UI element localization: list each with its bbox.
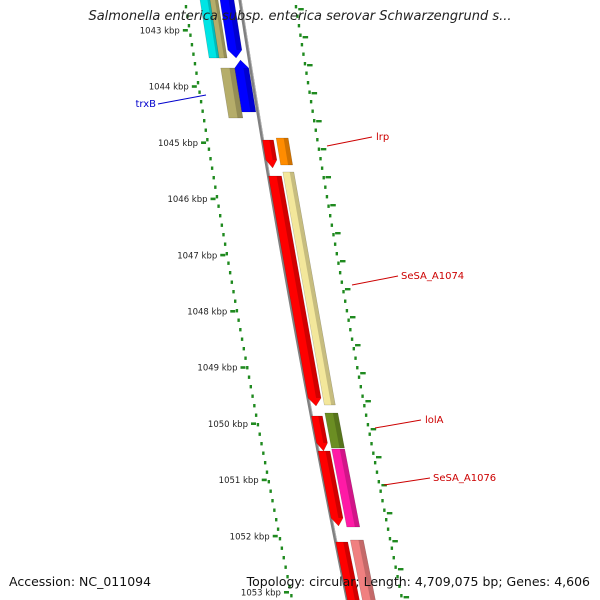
feature-khaki-top [209,0,228,59]
gene-leader-line [374,419,422,429]
feature-blue-top-body [219,0,243,59]
kbp-labels: 1043 kbp 1044 kbp 1045 kbp 1046 kbp 1047 kbp… [140,27,289,599]
kbp-tick-mark [250,422,256,425]
kbp-tick-label: 1053 kbp [241,589,281,599]
feature-khaki-trxb-shade [229,68,243,118]
gene-name-text: lolA [425,415,444,426]
feature-red-lola-body [311,415,328,452]
feature-blue-top [219,0,243,59]
kbp-tick-label: 1045 kbp [158,139,198,149]
kbp-tick-label: 1048 kbp [187,308,227,318]
kbp-tick-label: 1043 kbp [140,27,180,37]
feature-red-sesa1076-body [317,450,344,527]
feature-salmon-bottom [350,539,376,600]
feature-yellow-sesa1074 [282,171,336,406]
kbp-tick-label: 1050 kbp [208,420,248,430]
kbp-tick-mark [240,366,246,369]
feature-tracks [192,0,400,600]
feature-blue-trxb-body [234,59,257,113]
kbp-tick-label: 1052 kbp [230,532,270,542]
kbp-tick-label: 1047 kbp [177,251,217,261]
feature-red-lola [311,415,328,452]
feature-olive-lola [324,412,345,449]
feature-khaki-top-shade [214,0,228,58]
feature-red-long [268,175,322,407]
feature-khaki-trxb-body [220,67,244,119]
feature-blue-top-shade [228,0,242,50]
tick-track-right [294,5,403,598]
feature-olive-lola-body [324,412,345,449]
kbp-tick-label: 1044 kbp [149,83,189,93]
tick-track-left [184,5,293,598]
feature-orange-lrp [275,137,293,166]
feature-blue-trxb [234,59,257,113]
feature-yellow-sesa1074-shade [289,172,336,405]
feature-red-long-shade [276,176,322,398]
gene-label-SeSA_A1076: SeSA_A1076 [383,473,496,486]
feature-orange-lrp-shade [283,138,293,165]
accession-text: Accession: NC_011094 [9,574,152,589]
tick-track-right-major [298,8,410,599]
feature-magenta-sesa1076-body [331,448,361,528]
gene-leader-line [383,477,431,486]
gene-label-lrp: lrp [326,132,389,147]
kbp-tick-label: 1049 kbp [197,364,237,374]
feature-khaki-trxb [220,67,244,119]
kbp-tick-mark [261,478,267,482]
feature-olive-lola-shade [332,413,345,448]
feature-red-bottom-shade [343,542,360,600]
feature-red-bottom-body [335,541,360,600]
kbp-tick-mark [191,85,197,88]
kbp-tick-mark [283,591,289,594]
feature-magenta-sesa1076 [331,448,361,528]
kbp-tick-label: 1046 kbp [167,195,207,205]
kbp-tick-mark [220,253,226,257]
gene-name-text: SeSA_A1074 [401,271,464,282]
feature-salmon-bottom-body [350,539,376,600]
feature-red-lrp-left-body [262,139,278,169]
kbp-tick-mark [182,29,188,32]
feature-red-bottom [335,541,360,600]
gene-leader-line [157,94,207,105]
feature-yellow-sesa1074-body [282,171,336,406]
feature-salmon-bottom-shade [358,540,376,600]
feature-red-long-body [268,175,322,407]
gene-labels: trxB lrp SeSA_A1074 lolA SeSA_A1076 [135,94,496,486]
feature-red-sesa1076-shade [325,451,344,518]
feature-magenta-sesa1076-shade [339,449,360,527]
kbp-tick-label: 1051 kbp [219,476,259,486]
gene-leader-line [326,136,373,147]
feature-red-lola-shade [318,416,328,443]
gene-leader-line [351,275,399,286]
gene-name-text: lrp [376,132,389,143]
kbp-tick-mark [272,534,278,538]
feature-red-lrp-left [262,139,278,169]
kbp-tick-mark [210,197,216,201]
feature-orange-lrp-body [275,137,293,166]
kbp-tick-mark [230,310,236,313]
feature-khaki-top-body [209,0,228,59]
scale-ticks: 1043 kbp 1044 kbp 1045 kbp 1046 kbp 1047 kbp… [140,5,410,599]
genome-summary-text: Topology: circular; Length: 4,709,075 bp… [246,574,590,589]
backbone-line [238,0,350,600]
gene-label-trxB: trxB [135,94,207,110]
kbp-tick-mark [201,141,207,144]
gene-label-SeSA_A1074: SeSA_A1074 [351,271,464,286]
map-title: Salmonella enterica subsp. enterica sero… [88,9,512,24]
feature-blue-trxb-shade [243,68,256,112]
gene-name-text: trxB [135,99,156,110]
feature-red-sesa1076 [317,450,344,527]
gene-label-lolA: lolA [374,415,444,429]
feature-red-lrp-left-shade [269,140,277,160]
gene-name-text: SeSA_A1076 [433,473,496,484]
